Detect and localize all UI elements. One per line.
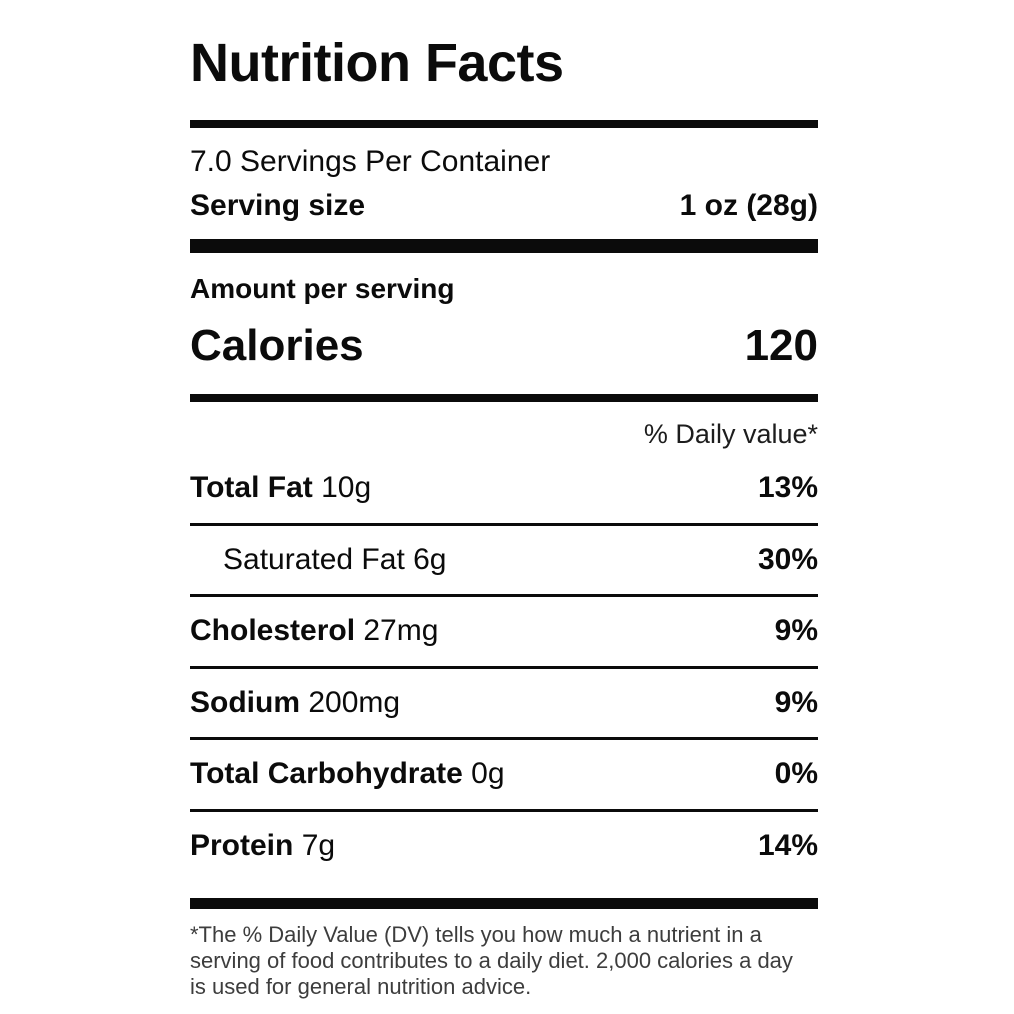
nutrient-row-total-carbohydrate: Total Carbohydrate 0g 0% bbox=[190, 740, 818, 812]
nutrient-row-total-fat: Total Fat 10g 13% bbox=[190, 454, 818, 526]
nutrient-row-sodium: Sodium 200mg 9% bbox=[190, 669, 818, 741]
nutrient-daily-value: 9% bbox=[774, 685, 818, 719]
nutrient-name: Cholesterol bbox=[190, 614, 364, 648]
nutrient-row-saturated-fat: Saturated Fat 6g 30% bbox=[190, 526, 818, 598]
nutrient-amount: 6g bbox=[413, 542, 447, 576]
nutrient-daily-value: 14% bbox=[757, 828, 818, 862]
nutrient-name: Sodium bbox=[190, 685, 309, 719]
nutrient-name: Total Fat bbox=[190, 471, 322, 505]
nutrient-amount: 7g bbox=[301, 828, 336, 862]
divider-bar-thick bbox=[190, 898, 818, 910]
nutrient-daily-value: 30% bbox=[757, 542, 818, 576]
daily-value-header: % Daily value* bbox=[643, 419, 818, 450]
calories-label: Calories bbox=[190, 321, 364, 371]
amount-per-serving-label: Amount per serving bbox=[190, 273, 455, 305]
calories-row: Calories 120 bbox=[190, 324, 818, 368]
nutrient-row-cholesterol: Cholesterol 27mg 9% bbox=[190, 597, 818, 669]
nutrient-amount: 200mg bbox=[308, 685, 401, 719]
nutrient-amount: 0g bbox=[471, 757, 505, 791]
servings-per-container: 7.0 Servings Per Container bbox=[190, 145, 551, 179]
nutrient-daily-value: 9% bbox=[774, 614, 818, 648]
nutrient-name: Saturated Fat bbox=[223, 542, 414, 576]
serving-size-row: Serving size 1 oz (28g) bbox=[190, 191, 818, 221]
daily-value-footnote: *The % Daily Value (DV) tells you how mu… bbox=[190, 922, 793, 1000]
serving-size-label: Serving size bbox=[190, 189, 366, 223]
serving-size-value: 1 oz (28g) bbox=[679, 189, 818, 223]
nutrient-daily-value: 0% bbox=[774, 757, 818, 791]
divider-bar-thick bbox=[190, 394, 818, 403]
label-title: Nutrition Facts bbox=[190, 33, 564, 93]
nutrient-rows: Total Fat 10g 13% Saturated Fat 6g 30% C… bbox=[190, 454, 818, 880]
nutrient-daily-value: 13% bbox=[757, 471, 818, 505]
nutrient-name: Total Carbohydrate bbox=[190, 757, 472, 791]
nutrition-facts-label: Nutrition Facts 7.0 Servings Per Contain… bbox=[190, 33, 818, 1000]
nutrient-name: Protein bbox=[190, 828, 302, 862]
calories-value: 120 bbox=[744, 321, 818, 371]
nutrient-amount: 27mg bbox=[363, 614, 439, 648]
nutrient-amount: 10g bbox=[321, 471, 372, 505]
divider-bar-thick bbox=[190, 120, 818, 129]
divider-bar-extra-thick bbox=[190, 239, 818, 254]
nutrient-row-protein: Protein 7g 14% bbox=[190, 812, 818, 881]
